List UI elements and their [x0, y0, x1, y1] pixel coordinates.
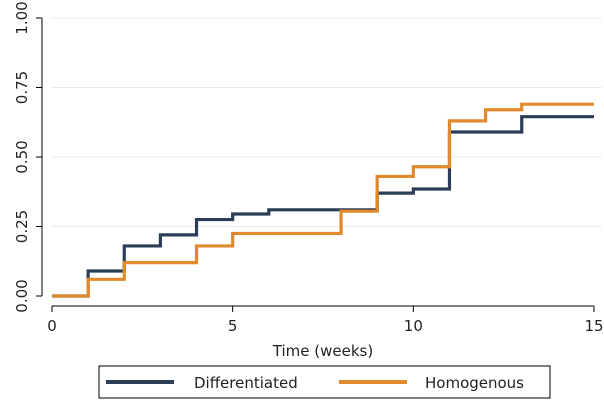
- axes: 0.00 0.25 0.50 0.75 1.00 0 5 10 15: [13, 1, 604, 335]
- series-line-differentiated: [52, 115, 594, 298]
- legend-box: [98, 365, 551, 399]
- x-tick-label-3: 15: [584, 317, 603, 335]
- y-tick-label-3: 0.75: [13, 71, 31, 104]
- x-tick-label-1: 5: [228, 317, 238, 335]
- legend: Differentiated Homogenous: [98, 365, 551, 399]
- legend-label-homogenous: Homogenous: [425, 374, 524, 392]
- series-line-homogenous: [52, 102, 594, 298]
- gridlines: [52, 17, 602, 227]
- series-lines: [52, 102, 594, 298]
- y-tick-label-0: 0.00: [13, 279, 31, 312]
- x-tick-label-2: 10: [404, 317, 423, 335]
- x-axis-title: Time (weeks): [272, 342, 373, 360]
- y-tick-label-2: 0.50: [13, 140, 31, 173]
- x-tick-label-0: 0: [47, 317, 57, 335]
- y-tick-label-4: 1.00: [13, 1, 31, 34]
- legend-label-differentiated: Differentiated: [194, 374, 298, 392]
- y-tick-label-1: 0.25: [13, 210, 31, 243]
